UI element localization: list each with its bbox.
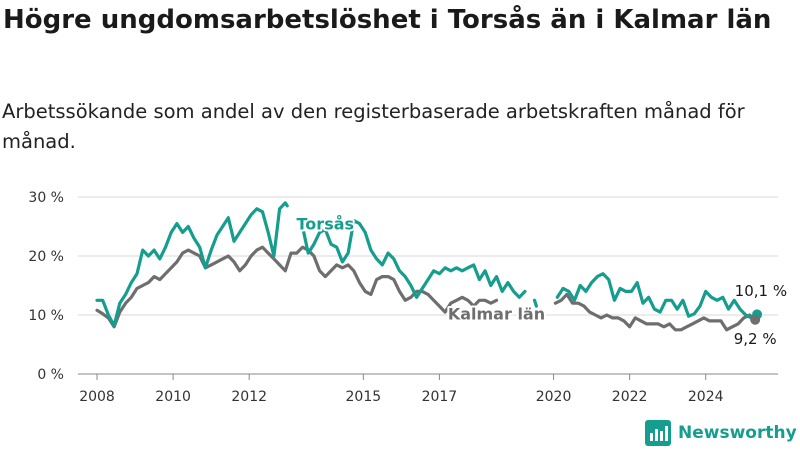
y-tick-label: 0 % [37,367,64,383]
series-lines [95,201,759,332]
x-tick-label: 2015 [346,389,382,405]
x-tick-label: 2022 [612,389,648,405]
label-kalmar-lan: Kalmar län [448,305,545,324]
series-labels: Torsås Kalmar län 10,1 % 9,2 % [295,212,790,349]
series-line-tors-s [95,201,759,328]
x-tick-label: 2024 [688,389,724,405]
line-chart: 0 % 10 % 20 % 30 % 2008 2010 2012 2015 2017 2020… [28,190,790,405]
x-tick-label: 2017 [422,389,458,405]
value-label-kalmar-lan: 9,2 % [734,330,777,348]
gridlines [78,196,778,375]
y-tick-label: 30 % [28,190,64,206]
x-tick-label: 2012 [231,389,267,405]
label-torsas: Torsås [297,214,355,233]
brand-name: Newsworthy [678,423,797,443]
x-tick-label: 2010 [155,389,191,405]
series-line-kalmar-l-n [95,245,757,332]
bar-chart-icon [645,420,671,446]
chart-subtitle: Arbetssökande som andel av den registerb… [2,100,745,153]
x-axis: 2008 2010 2012 2015 2017 2020 2022 2024 [79,374,724,405]
x-tick-label: 2020 [536,389,572,405]
y-tick-label: 10 % [28,308,64,324]
x-tick-label: 2008 [79,389,115,405]
end-point-kalmar-l-n [750,314,761,325]
chart-title: Högre ungdomsarbetslöshet i Torsås än i … [3,5,772,35]
value-label-torsas: 10,1 % [735,282,787,300]
y-axis-ticks: 0 % 10 % 20 % 30 % [28,190,64,383]
newsworthy-brand: Newsworthy [645,419,797,447]
end-markers [750,309,763,325]
y-tick-label: 20 % [28,249,64,265]
